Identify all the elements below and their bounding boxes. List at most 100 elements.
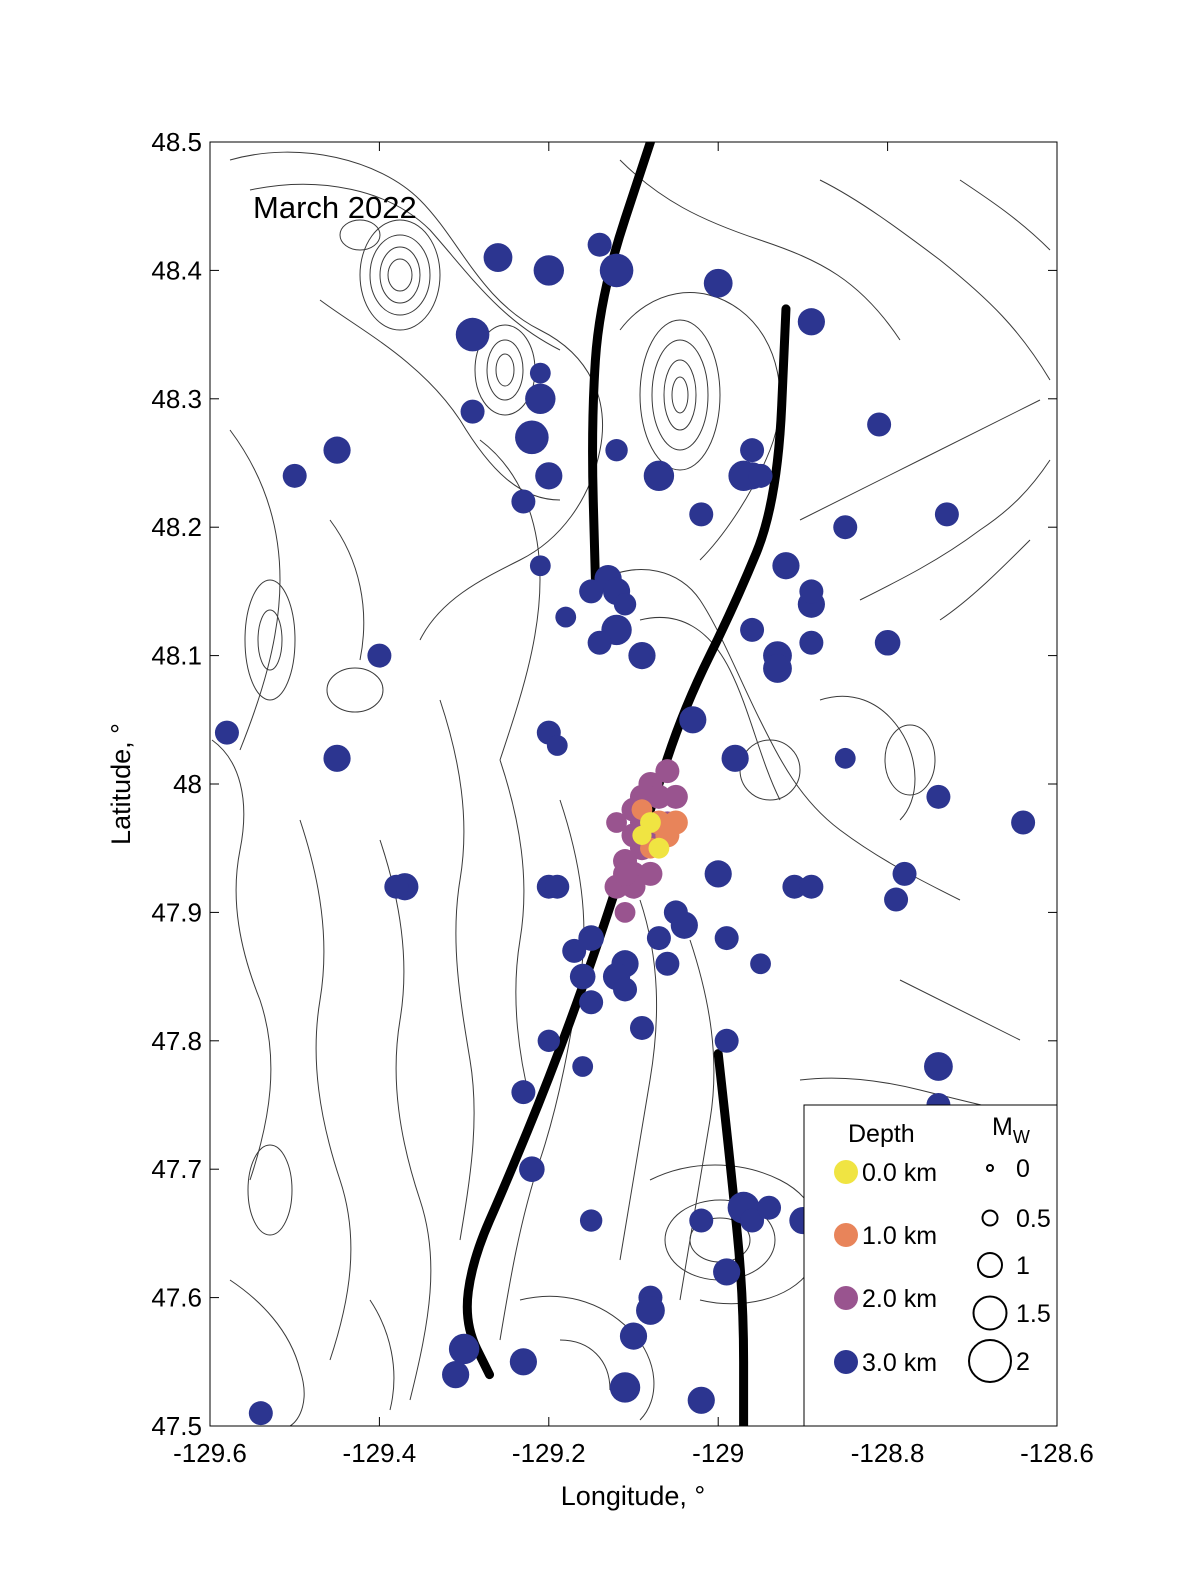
y-tick-label: 48.1: [151, 641, 202, 671]
y-tick-label: 48: [173, 769, 202, 799]
magnitude-legend-title-main: M: [992, 1113, 1013, 1141]
earthquake-point: [721, 744, 749, 772]
earthquake-point: [926, 784, 951, 809]
ridge-segments: [462, 142, 791, 1426]
earthquake-point: [535, 462, 563, 490]
y-tick-label: 48.4: [151, 255, 202, 285]
earthquake-point: [748, 463, 773, 488]
magnitude-legend-entries: 0 0.5 1 1.5 2: [968, 1155, 1051, 1383]
magnitude-legend-label: 0: [1016, 1155, 1030, 1183]
x-axis-label: Longitude, °: [561, 1481, 705, 1511]
earthquake-point: [713, 1258, 741, 1286]
earthquake-point: [614, 902, 636, 923]
y-axis: 47.5 47.6 47.7 47.8 47.9 48 48.1 48.2 48.3 48.4 48…: [151, 127, 1057, 1441]
x-tick-label: -128.8: [851, 1438, 925, 1468]
magnitude-legend-marker: [977, 1252, 1003, 1278]
y-tick-label: 47.7: [151, 1154, 202, 1184]
x-tick-label: -129.4: [343, 1438, 417, 1468]
earthquake-point: [867, 412, 892, 437]
earthquake-point: [613, 861, 638, 886]
earthquake-point: [519, 1156, 545, 1182]
earthquake-point: [562, 938, 587, 963]
depth-legend-label: 3.0 km: [862, 1349, 937, 1377]
earthquake-point: [579, 990, 604, 1015]
magnitude-legend-label: 1.5: [1016, 1300, 1051, 1328]
magnitude-legend-marker: [981, 1209, 999, 1227]
earthquake-point: [578, 925, 604, 951]
x-tick-label: -129.6: [173, 1438, 247, 1468]
earthquake-point: [384, 874, 409, 899]
earthquake-point: [529, 555, 551, 577]
earthquake-point: [892, 861, 917, 886]
earthquake-point: [757, 1195, 782, 1220]
magnitude-legend-marker: [968, 1339, 1012, 1383]
earthquake-point: [248, 1401, 273, 1426]
earthquake-point: [799, 579, 824, 604]
y-tick-label: 47.8: [151, 1026, 202, 1056]
depth-legend-swatch: [834, 1160, 858, 1184]
earthquake-point: [663, 784, 688, 809]
earthquake-point: [613, 593, 637, 616]
earthquake-point: [367, 643, 392, 668]
earthquake-point: [628, 642, 656, 670]
earthquake-point: [663, 810, 688, 835]
magnitude-legend-title-subscript: W: [1013, 1127, 1030, 1147]
x-tick-label: -129.2: [512, 1438, 586, 1468]
earthquake-point: [509, 1348, 537, 1376]
earthquake-point: [511, 1080, 536, 1105]
earthquake-point: [533, 255, 564, 286]
depth-legend-title: Depth: [848, 1120, 915, 1148]
earthquake-point: [689, 502, 714, 527]
earthquake-point: [924, 1052, 953, 1081]
earthquake-point: [636, 1296, 665, 1325]
earthquake-point: [740, 438, 765, 463]
earthquake-point: [555, 606, 577, 628]
legend: Depth MW 0.0 km 1.0 km 2.0 km 3.0 km 0 0.5 1 1…: [803, 1104, 1058, 1427]
earthquake-point: [619, 1322, 648, 1350]
earthquake-point: [1011, 810, 1036, 835]
earthquake-point: [609, 1372, 641, 1403]
ridge-segment-central: [462, 856, 630, 1380]
earthquake-point: [763, 654, 792, 683]
magnitude-legend-label: 0.5: [1016, 1205, 1051, 1233]
earthquake-point: [687, 1386, 715, 1414]
earthquake-point: [670, 911, 698, 939]
earthquake-point: [934, 502, 959, 527]
earthquake-point: [646, 926, 671, 951]
y-tick-label: 47.5: [151, 1411, 202, 1441]
magnitude-legend-title: MW: [992, 1113, 1030, 1147]
earthquake-point: [323, 744, 351, 772]
earthquake-point: [884, 887, 909, 912]
depth-legend-swatch: [834, 1286, 858, 1310]
earthquake-point: [529, 362, 551, 384]
earthquake-point: [655, 759, 680, 784]
earthquake-point: [572, 1056, 594, 1077]
earthquake-point: [834, 747, 856, 769]
magnitude-legend-marker: [972, 1295, 1008, 1331]
x-axis: -129.6 -129.4 -129.2 -129 -128.8 -128.6: [173, 142, 1094, 1468]
earthquake-point: [606, 812, 627, 833]
x-tick-label: -129: [692, 1438, 744, 1468]
earthquake-point: [579, 1209, 603, 1232]
earthquake-point: [455, 317, 490, 352]
earthquake-point: [799, 630, 824, 655]
earthquake-point: [511, 489, 536, 514]
chart-title: March 2022: [253, 190, 417, 225]
earthquake-point: [632, 825, 652, 845]
y-tick-label: 47.6: [151, 1283, 202, 1313]
earthquake-point: [648, 837, 670, 859]
y-tick-label: 47.9: [151, 897, 202, 927]
earthquake-point: [613, 977, 638, 1002]
magnitude-legend-marker: [986, 1164, 994, 1172]
earthquake-point: [579, 579, 604, 604]
earthquake-point: [638, 861, 663, 886]
ridge-segment-north-west: [588, 142, 655, 584]
earthquake-point: [643, 460, 675, 492]
depth-legend-entries: 0.0 km 1.0 km 2.0 km 3.0 km: [834, 1159, 937, 1377]
earthquake-point: [442, 1361, 470, 1389]
y-tick-label: 48.2: [151, 512, 202, 542]
earthquake-point: [323, 436, 351, 464]
earthquake-point: [799, 874, 824, 899]
earthquake-point: [460, 399, 485, 424]
